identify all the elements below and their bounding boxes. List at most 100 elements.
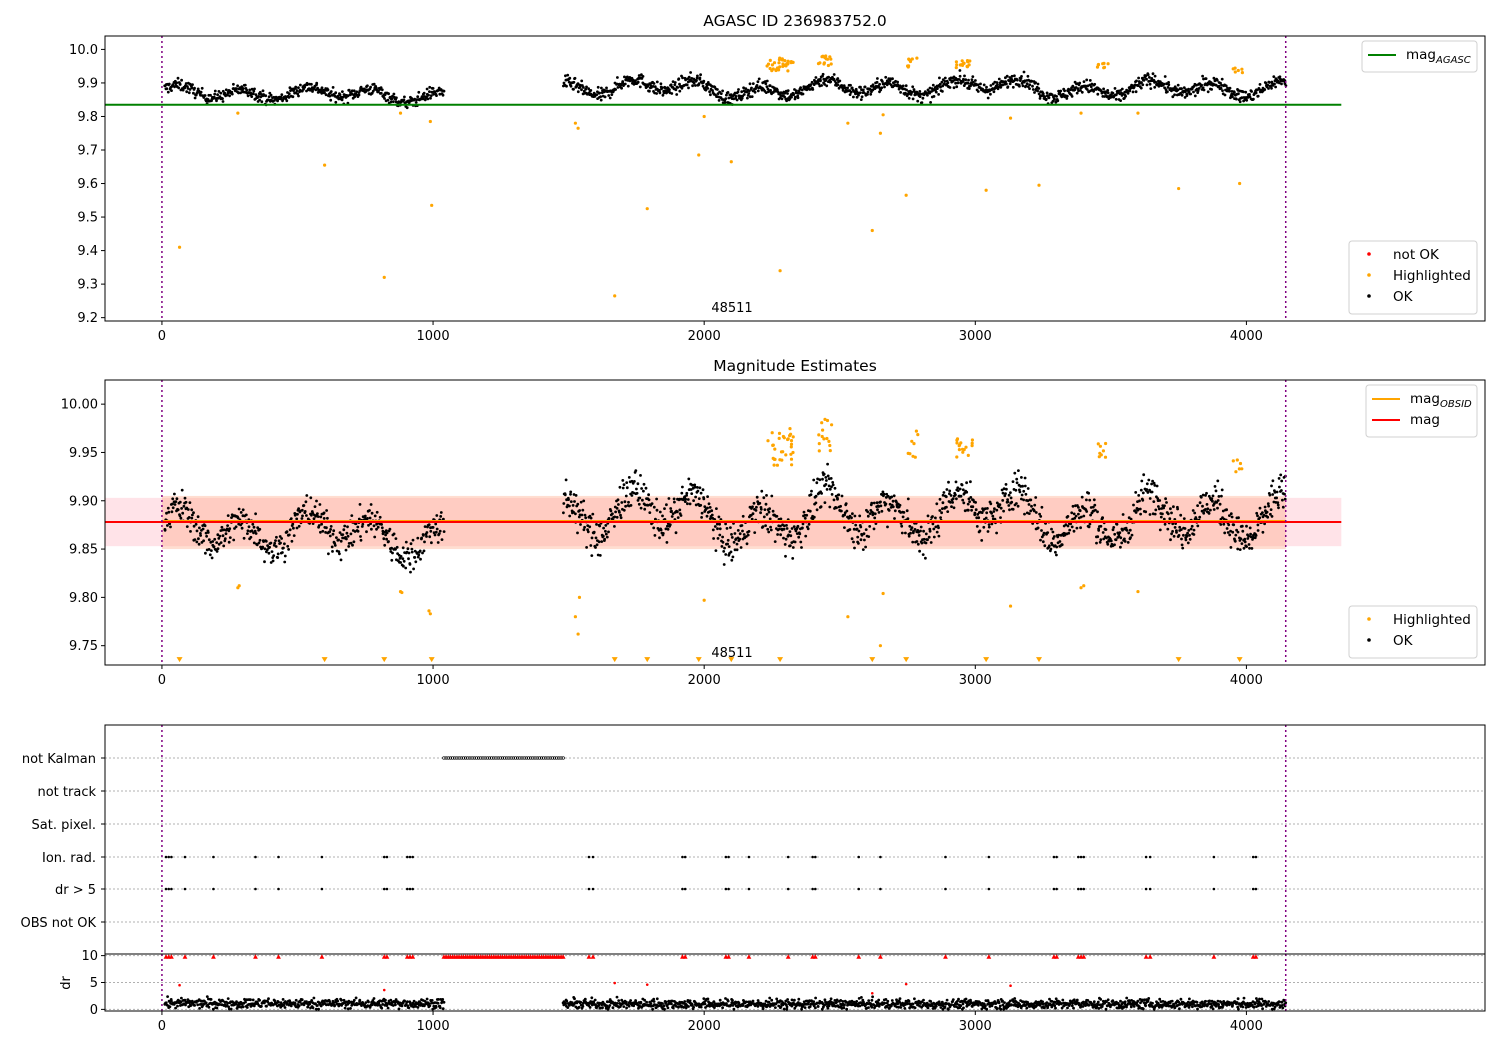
ok-point xyxy=(261,89,265,93)
ok-point xyxy=(282,1003,286,1007)
ok-point xyxy=(254,93,258,96)
highlighted-point xyxy=(1177,186,1181,191)
legend-label: not OK xyxy=(1393,247,1440,263)
ok-point xyxy=(388,527,392,531)
ok-point xyxy=(768,517,772,521)
ok-point xyxy=(240,526,244,530)
ok-point xyxy=(1206,507,1210,511)
highlighted-point xyxy=(1095,65,1100,69)
ok-point xyxy=(346,534,350,538)
ok-point xyxy=(915,540,919,543)
ok-point xyxy=(989,502,993,506)
highlighted-point xyxy=(1098,451,1102,455)
ok-point xyxy=(809,83,813,87)
ok-point xyxy=(910,526,914,529)
ok-point xyxy=(673,500,676,504)
ok-point xyxy=(344,548,348,552)
flag-point xyxy=(1055,887,1058,891)
highlighted-point xyxy=(1037,183,1041,187)
ok-point xyxy=(370,527,373,531)
ok-point xyxy=(193,96,197,100)
ok-point xyxy=(808,509,812,513)
ok-point xyxy=(1150,77,1154,80)
ok-point xyxy=(907,534,911,538)
highlighted-point xyxy=(1238,461,1243,466)
ok-point xyxy=(1139,86,1143,90)
ok-point xyxy=(622,508,626,512)
ok-point xyxy=(1256,514,1259,518)
ok-point xyxy=(215,1006,219,1010)
ok-point xyxy=(1026,74,1030,78)
ok-point xyxy=(1180,537,1183,541)
ok-point xyxy=(1042,531,1046,535)
ok-point xyxy=(1277,477,1281,480)
ok-point xyxy=(966,81,970,85)
ok-point xyxy=(586,530,590,534)
ok-point xyxy=(1177,534,1181,537)
ok-point xyxy=(1190,524,1194,528)
ok-point xyxy=(272,554,276,557)
ok-point xyxy=(1258,83,1262,86)
ok-point xyxy=(687,1005,690,1008)
ok-point xyxy=(283,1006,287,1009)
ok-point xyxy=(661,93,665,97)
ok-point xyxy=(739,94,742,98)
ok-point xyxy=(187,516,191,519)
legend-label-subscript: OBSID xyxy=(1440,399,1472,410)
ok-point xyxy=(647,498,651,502)
ok-point xyxy=(770,998,774,1002)
ok-point xyxy=(193,1004,197,1007)
ok-point xyxy=(760,489,764,493)
ok-point xyxy=(230,92,234,96)
ok-point xyxy=(840,494,844,498)
ok-point xyxy=(769,528,773,532)
ok-point xyxy=(245,88,249,92)
ok-point xyxy=(701,84,705,88)
ok-point xyxy=(801,526,804,530)
ok-point xyxy=(875,80,879,84)
ok-point xyxy=(350,89,354,93)
ok-point xyxy=(709,93,712,97)
ok-point xyxy=(406,547,410,551)
ok-point xyxy=(309,496,313,500)
ok-point xyxy=(1130,533,1134,537)
highlighted-point xyxy=(822,61,827,65)
ok-point xyxy=(1209,508,1212,512)
ok-point xyxy=(678,508,682,512)
ok-point xyxy=(690,492,694,495)
ok-point xyxy=(579,1000,583,1004)
ok-point xyxy=(1136,84,1140,87)
highlighted-point xyxy=(817,442,821,446)
ok-point xyxy=(694,495,697,499)
ok-point xyxy=(985,511,989,515)
ok-point xyxy=(1059,89,1063,93)
ok-point xyxy=(696,74,699,78)
flag-point xyxy=(1055,855,1058,859)
ok-point xyxy=(315,81,319,85)
ok-point xyxy=(338,552,341,556)
ok-point xyxy=(784,554,787,558)
ok-point xyxy=(573,500,576,503)
ok-point xyxy=(305,494,309,497)
ok-point xyxy=(850,516,853,520)
ok-point xyxy=(1140,81,1143,84)
ok-point xyxy=(1050,527,1053,531)
ok-point xyxy=(618,510,621,514)
ok-point xyxy=(786,998,789,1001)
ok-point xyxy=(316,512,319,515)
ok-point xyxy=(916,99,920,103)
ok-point xyxy=(699,491,703,495)
highlighted-point xyxy=(382,275,386,280)
ok-point xyxy=(1020,493,1024,497)
ok-point xyxy=(938,76,941,80)
ok-point xyxy=(689,71,692,74)
ok-point xyxy=(900,524,904,528)
ok-point xyxy=(1025,82,1029,85)
flag-point xyxy=(385,887,389,891)
ok-point xyxy=(904,84,908,88)
ok-point xyxy=(898,503,902,507)
ok-point xyxy=(1176,507,1179,511)
ok-point xyxy=(985,85,988,89)
ok-point xyxy=(1087,491,1090,495)
ok-point xyxy=(764,524,767,527)
